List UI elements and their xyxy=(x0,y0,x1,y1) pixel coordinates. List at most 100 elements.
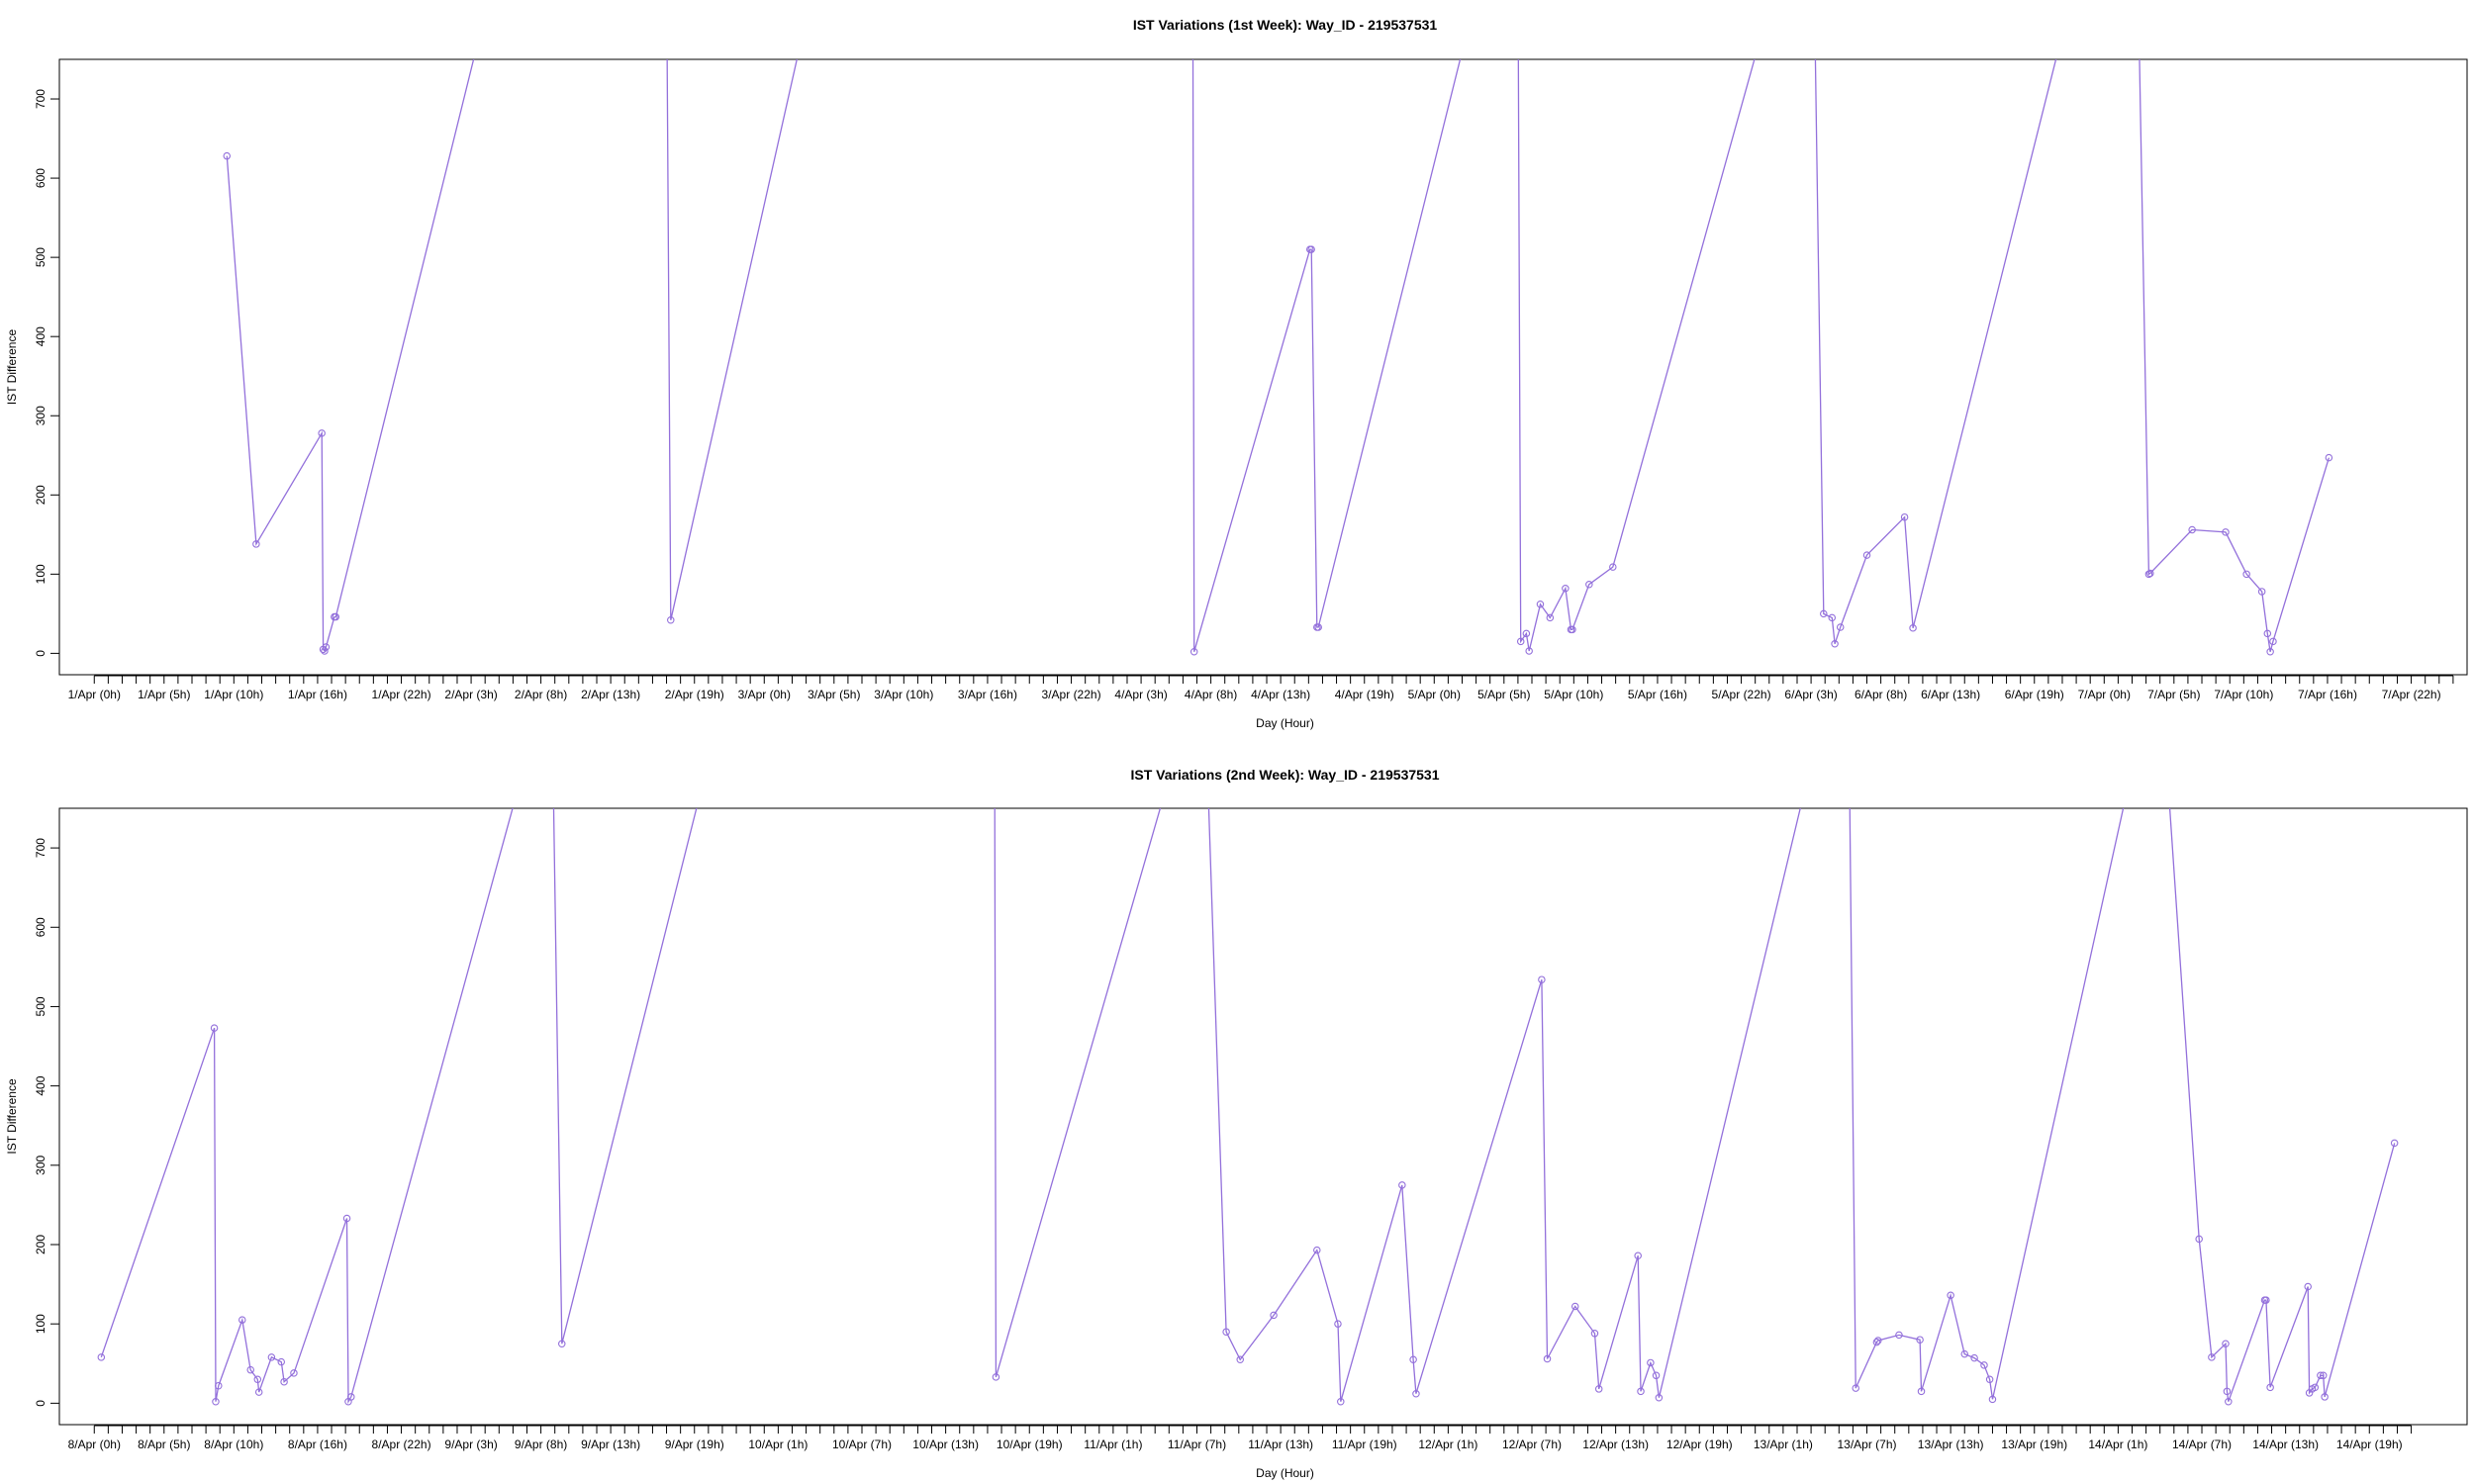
chart-2-data-point xyxy=(1895,1331,1903,1340)
chart-1-data-point xyxy=(2263,629,2272,638)
chart-1-data-point xyxy=(1836,623,1845,631)
chart-2-x-tick-label: 8/Apr (22h) xyxy=(372,1438,431,1451)
chart-1-data-point xyxy=(2257,588,2266,596)
chart-1-data-point xyxy=(1820,609,1828,618)
chart-1-x-tick-label: 1/Apr (0h) xyxy=(68,688,121,701)
chart-1-data-point xyxy=(2266,648,2274,656)
chart-1-data-point xyxy=(2242,570,2250,579)
chart-2-data-point xyxy=(1590,1330,1599,1338)
chart-1-x-tick-label: 3/Apr (22h) xyxy=(1042,688,1101,701)
chart-1-x-tick-label: 3/Apr (16h) xyxy=(958,688,1017,701)
chart-1-data-point xyxy=(2222,528,2230,536)
chart-1-data-point xyxy=(1307,245,1315,253)
chart-2-data-point xyxy=(97,1353,106,1361)
chart-2-data-point xyxy=(1398,1181,1406,1189)
chart-1-x-tick-label: 7/Apr (10h) xyxy=(2214,688,2273,701)
chart-2-x-axis-label: Day (Hour) xyxy=(1256,1466,1314,1480)
chart-1-x-tick-label: 3/Apr (5h) xyxy=(808,688,860,701)
chart-2-data-point xyxy=(1970,1353,1978,1362)
chart-1-x-tick-label: 5/Apr (0h) xyxy=(1408,688,1461,701)
chart-2-data-point xyxy=(2321,1393,2329,1401)
chart-2-data-point xyxy=(2195,1235,2203,1244)
chart-1-x-tick-label: 5/Apr (16h) xyxy=(1628,688,1687,701)
chart-2-x-tick-label: 11/Apr (13h) xyxy=(1248,1438,1313,1451)
chart-1-x-tick-label: 3/Apr (0h) xyxy=(738,688,791,701)
chart-2-data-point xyxy=(1313,1246,1321,1254)
chart-1-y-tick-label: 100 xyxy=(34,564,48,584)
chart-2-x-tick-label: 14/Apr (19h) xyxy=(2336,1438,2403,1451)
chart-2-x-tick-label: 13/Apr (13h) xyxy=(1918,1438,1984,1451)
chart-1-data-point xyxy=(1516,637,1525,646)
chart-2-y-tick-label: 300 xyxy=(34,1155,48,1174)
chart-1-y-tick-label: 300 xyxy=(34,406,48,425)
chart-2-data-point xyxy=(342,1214,351,1223)
chart-2-data-point xyxy=(1980,1361,1988,1369)
chart-2-x-tick-label: 11/Apr (7h) xyxy=(1168,1438,1226,1451)
chart-1-data-point xyxy=(1562,584,1570,593)
chart-1-x-tick-label: 6/Apr (3h) xyxy=(1784,688,1837,701)
chart-2-y-tick-label: 100 xyxy=(34,1314,48,1334)
chart-2-data-point xyxy=(1985,1375,1994,1384)
chart-1-x-tick-label: 6/Apr (19h) xyxy=(2005,688,2064,701)
chart-2-plot-frame xyxy=(58,807,2468,1426)
chart-2-series xyxy=(97,808,2399,1406)
chart-2-data-point xyxy=(2222,1340,2230,1347)
chart-1-data-point xyxy=(1536,601,1545,608)
chart-2-data-point xyxy=(2390,1139,2399,1148)
chart-2-x-tick-label: 14/Apr (13h) xyxy=(2252,1438,2319,1451)
chart-2-x-tick-label: 8/Apr (5h) xyxy=(138,1438,190,1451)
chart-2-data-point xyxy=(1334,1320,1342,1328)
chart-2-y-tick-label: 500 xyxy=(34,996,48,1016)
chart-1-plot-frame xyxy=(58,58,2468,676)
chart-2-data-point xyxy=(992,1373,1000,1381)
chart-2-data-point xyxy=(347,1393,355,1401)
chart-2-x-tick-label: 9/Apr (19h) xyxy=(665,1438,724,1451)
chart-2-y-axis-label: IST Difference xyxy=(5,1078,19,1155)
chart-1-x-tick-label: 4/Apr (8h) xyxy=(1185,688,1237,701)
chart-2-data-point xyxy=(1647,1358,1655,1367)
chart-2-data-point xyxy=(1655,1393,1664,1402)
chart-2-x-tick-label: 14/Apr (7h) xyxy=(2172,1438,2232,1451)
chart-1-data-point xyxy=(1900,512,1909,521)
chart-2-data-point xyxy=(246,1365,254,1374)
chart-1-data-point xyxy=(1862,551,1871,559)
chart-2-data-point xyxy=(1917,1387,1926,1396)
chart-2-data-point xyxy=(290,1369,298,1377)
chart-2-data-point xyxy=(253,1375,262,1384)
chart-1-data-point xyxy=(1831,640,1839,648)
chart-1-y-tick-label: 0 xyxy=(34,650,48,657)
chart-2-y-tick-label: 400 xyxy=(34,1075,48,1095)
chart-2-data-point xyxy=(1538,975,1546,983)
chart-1-data-point xyxy=(1828,613,1837,622)
chart-2-x-tick-label: 12/Apr (1h) xyxy=(1418,1438,1477,1451)
chart-1-data-point xyxy=(1585,580,1593,589)
chart-1-data-point xyxy=(1569,625,1576,634)
chart-2-x-tick-label: 10/Apr (19h) xyxy=(997,1438,1063,1451)
chart-1-x-tick-label: 4/Apr (3h) xyxy=(1114,688,1167,701)
chart-2-x-tick-label: 13/Apr (19h) xyxy=(2001,1438,2067,1451)
chart-2-data-point xyxy=(212,1397,220,1406)
chart-2-data-point xyxy=(1594,1385,1603,1393)
chart-2-data-point xyxy=(267,1353,276,1361)
chart-1-x-tick-label: 4/Apr (13h) xyxy=(1251,688,1310,701)
chart-2-data-point xyxy=(1637,1387,1645,1396)
chart-2-x-tick-label: 13/Apr (7h) xyxy=(1837,1438,1896,1451)
chart-1-data-point xyxy=(1314,623,1322,631)
chart-2-data-point xyxy=(254,1388,263,1396)
chart-2-x-tick-label: 8/Apr (0h) xyxy=(68,1438,121,1451)
chart-2-data-point xyxy=(1570,1302,1579,1311)
chart-1-x-tick-label: 5/Apr (10h) xyxy=(1544,688,1603,701)
chart-panel-week-1: IST Variations (1st Week): Way_ID - 2195… xyxy=(5,17,2468,730)
chart-2-x-tick-label: 13/Apr (1h) xyxy=(1754,1438,1813,1451)
chart-2-x-tick-label: 8/Apr (16h) xyxy=(288,1438,347,1451)
chart-1-series-line xyxy=(226,59,2331,653)
chart-1-data-point xyxy=(1546,613,1555,622)
chart-1-data-point xyxy=(667,616,675,624)
chart-1-x-tick-label: 2/Apr (13h) xyxy=(581,688,640,701)
chart-2-data-point xyxy=(2304,1282,2312,1291)
chart-2-data-point xyxy=(210,1024,219,1032)
chart-1-series xyxy=(223,59,2333,656)
chart-1-x-tick-label: 5/Apr (22h) xyxy=(1712,688,1771,701)
chart-1-x-tick-label: 7/Apr (16h) xyxy=(2298,688,2357,701)
